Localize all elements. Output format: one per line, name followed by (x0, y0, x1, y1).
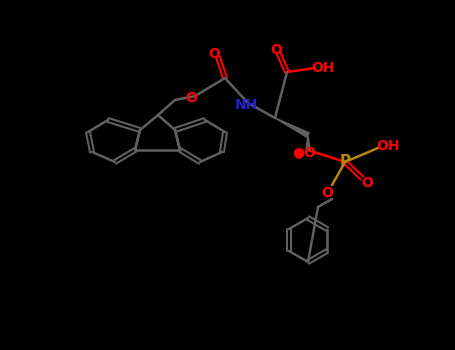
Text: P: P (339, 154, 350, 169)
Text: ●O: ●O (292, 145, 316, 159)
Text: O: O (321, 186, 333, 200)
Text: OH: OH (311, 61, 335, 75)
Polygon shape (275, 118, 309, 137)
Text: OH: OH (376, 139, 400, 153)
Text: O: O (361, 176, 373, 190)
Text: NH: NH (234, 98, 258, 112)
Text: O: O (208, 47, 220, 61)
Text: O: O (185, 91, 197, 105)
Text: O: O (270, 43, 282, 57)
Polygon shape (306, 135, 310, 150)
